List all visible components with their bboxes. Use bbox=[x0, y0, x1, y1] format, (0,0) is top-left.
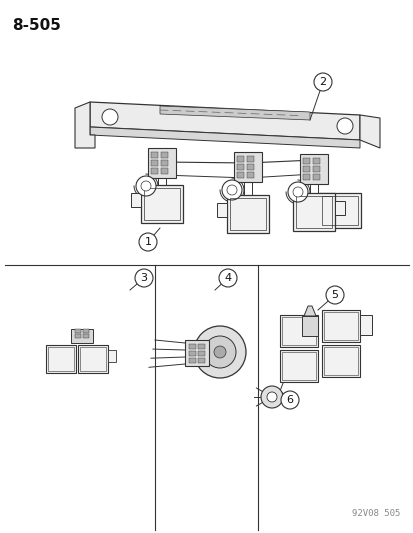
Circle shape bbox=[280, 391, 298, 409]
Circle shape bbox=[287, 182, 307, 202]
Bar bbox=[323, 312, 357, 340]
Bar bbox=[321, 196, 357, 225]
Bar bbox=[147, 148, 176, 178]
Bar bbox=[78, 345, 108, 373]
Text: 1: 1 bbox=[144, 237, 151, 247]
Bar bbox=[48, 347, 74, 371]
Bar bbox=[236, 156, 243, 162]
Text: 5: 5 bbox=[331, 290, 338, 300]
Bar bbox=[197, 344, 204, 349]
Bar bbox=[161, 168, 168, 174]
Bar bbox=[318, 193, 360, 228]
Circle shape bbox=[204, 336, 235, 368]
Polygon shape bbox=[359, 115, 379, 148]
Circle shape bbox=[135, 269, 153, 287]
Bar bbox=[161, 152, 168, 158]
Circle shape bbox=[336, 118, 352, 134]
Bar bbox=[321, 345, 359, 377]
Bar bbox=[144, 188, 180, 220]
Bar bbox=[161, 160, 168, 166]
Bar bbox=[321, 310, 359, 342]
Circle shape bbox=[325, 286, 343, 304]
Bar bbox=[216, 203, 226, 217]
Bar bbox=[279, 315, 317, 347]
Bar bbox=[236, 164, 243, 170]
Bar bbox=[301, 316, 317, 336]
Bar bbox=[323, 347, 357, 375]
Bar bbox=[83, 334, 89, 338]
Text: 8-505: 8-505 bbox=[12, 18, 61, 33]
Text: 4: 4 bbox=[224, 273, 231, 283]
Bar bbox=[131, 193, 141, 207]
Bar bbox=[46, 345, 76, 373]
Bar bbox=[359, 315, 371, 335]
Circle shape bbox=[139, 233, 157, 251]
Bar bbox=[83, 329, 89, 333]
Circle shape bbox=[218, 269, 236, 287]
Bar bbox=[230, 198, 266, 230]
Bar bbox=[312, 166, 319, 172]
Bar bbox=[279, 350, 317, 382]
Bar bbox=[189, 344, 195, 349]
Bar bbox=[281, 352, 315, 380]
Bar bbox=[197, 358, 204, 363]
Circle shape bbox=[194, 326, 245, 378]
Bar bbox=[312, 158, 319, 164]
Bar bbox=[151, 168, 158, 174]
Bar bbox=[80, 347, 106, 371]
Bar bbox=[281, 317, 315, 345]
Circle shape bbox=[221, 180, 242, 200]
Bar bbox=[312, 174, 319, 180]
Bar bbox=[233, 152, 261, 182]
Bar bbox=[302, 158, 309, 164]
Circle shape bbox=[226, 185, 236, 195]
Bar bbox=[197, 351, 204, 356]
Circle shape bbox=[313, 73, 331, 91]
Bar bbox=[302, 166, 309, 172]
Bar bbox=[302, 174, 309, 180]
Polygon shape bbox=[75, 102, 95, 148]
Bar bbox=[226, 195, 268, 233]
Bar bbox=[292, 193, 334, 231]
Bar bbox=[185, 340, 209, 366]
Bar bbox=[189, 358, 195, 363]
Bar bbox=[151, 160, 158, 166]
Bar bbox=[299, 154, 327, 184]
Bar bbox=[108, 350, 116, 362]
Bar bbox=[247, 172, 254, 178]
Polygon shape bbox=[159, 106, 309, 120]
Circle shape bbox=[260, 386, 282, 408]
Polygon shape bbox=[90, 102, 359, 140]
Circle shape bbox=[102, 109, 118, 125]
Bar bbox=[295, 196, 331, 228]
Bar bbox=[247, 156, 254, 162]
Circle shape bbox=[136, 176, 156, 196]
Bar bbox=[334, 201, 344, 215]
Bar bbox=[151, 152, 158, 158]
Polygon shape bbox=[303, 306, 315, 316]
Bar bbox=[247, 164, 254, 170]
Circle shape bbox=[266, 392, 276, 402]
Text: 3: 3 bbox=[140, 273, 147, 283]
Text: 2: 2 bbox=[319, 77, 326, 87]
Bar bbox=[141, 185, 183, 223]
Bar bbox=[71, 329, 93, 343]
Circle shape bbox=[214, 346, 225, 358]
Bar bbox=[189, 351, 195, 356]
Polygon shape bbox=[90, 127, 359, 148]
Text: 6: 6 bbox=[286, 395, 293, 405]
Text: 92V08 505: 92V08 505 bbox=[351, 509, 399, 518]
Bar bbox=[75, 334, 81, 338]
Circle shape bbox=[141, 181, 151, 191]
Bar bbox=[75, 329, 81, 333]
Circle shape bbox=[292, 187, 302, 197]
Bar bbox=[236, 172, 243, 178]
